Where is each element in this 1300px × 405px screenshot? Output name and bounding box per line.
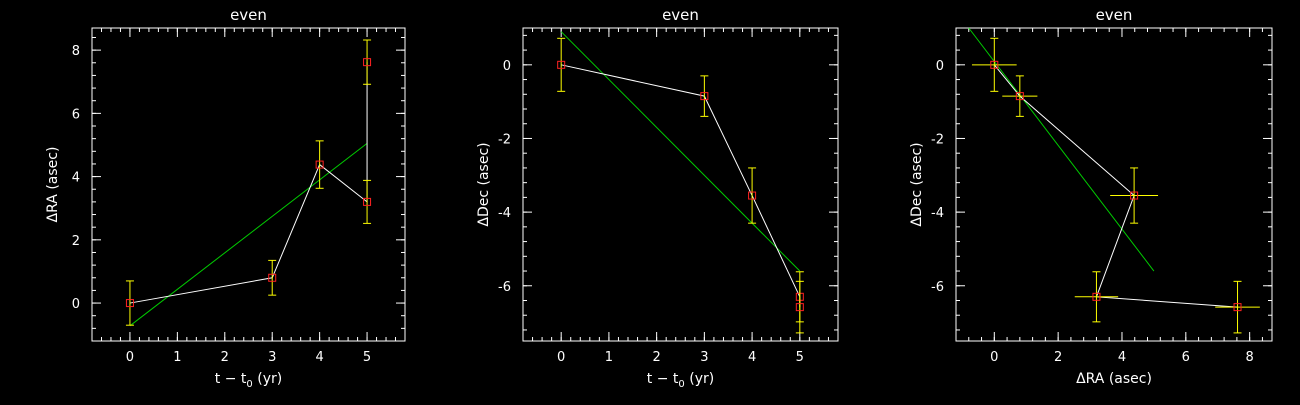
- chart-title: even: [662, 6, 699, 24]
- chart-title: even: [1096, 6, 1133, 24]
- fit-line: [129, 143, 368, 327]
- panel-3: 0 2 4 6 8 0 -2 -4 -6 even ΔRA (asec) ΔDec (asec): [909, 6, 1273, 387]
- data-point: [1092, 292, 1101, 301]
- x-tick-label: 2: [652, 350, 660, 365]
- x-tick-label: 4: [1118, 350, 1126, 365]
- data-point: [363, 58, 372, 67]
- x-tick-label: 6: [1182, 350, 1190, 365]
- x-axis-label-unit: (yr): [253, 371, 282, 387]
- data-point: [990, 60, 999, 69]
- y-tick-label: 0: [72, 297, 80, 312]
- x-tick-label: 8: [1246, 350, 1254, 365]
- x-tick-label: 0: [557, 350, 565, 365]
- y-axis-label: ΔDec (asec): [909, 142, 925, 226]
- y-tick-label: 6: [72, 107, 80, 122]
- x-axis-label-main: t − t: [215, 371, 247, 387]
- data-point: [268, 273, 277, 282]
- data-point: [1015, 92, 1024, 101]
- fit-line: [968, 27, 1155, 272]
- y-tick-label: -6: [931, 280, 944, 295]
- axes-box: [91, 27, 406, 342]
- x-axis-label-sub: 0: [678, 379, 684, 390]
- y-axis-label: ΔRA (asec): [45, 147, 61, 223]
- y-tick-label: -2: [931, 132, 944, 147]
- data-line: [129, 62, 368, 304]
- data-point: [795, 303, 804, 312]
- data-point: [363, 197, 372, 206]
- data-point: [557, 60, 566, 69]
- y-tick-label: 0: [503, 59, 511, 74]
- data-point: [748, 191, 757, 200]
- y-axis-label: ΔDec (asec): [476, 142, 492, 226]
- axes-box: [955, 27, 1273, 342]
- y-tick-label: 2: [72, 234, 80, 249]
- x-tick-label: 3: [700, 350, 708, 365]
- data-point: [315, 160, 324, 169]
- y-tick-label: -4: [931, 206, 944, 221]
- y-tick-label: 8: [72, 44, 80, 59]
- x-tick-label: 2: [221, 350, 229, 365]
- data-line: [561, 64, 801, 308]
- x-tick-label: 5: [363, 350, 371, 365]
- x-axis-label-main: t − t: [647, 371, 679, 387]
- data-point: [1233, 303, 1242, 312]
- y-tick-label: 4: [72, 171, 80, 186]
- x-tick-label: 0: [990, 350, 998, 365]
- y-tick-label: -6: [498, 280, 511, 295]
- data-line: [993, 64, 1238, 308]
- x-tick-label: 2: [1054, 350, 1062, 365]
- y-tick-label: -4: [498, 206, 511, 221]
- x-axis-label-unit: (yr): [685, 371, 714, 387]
- x-tick-label: 3: [268, 350, 276, 365]
- x-tick-label: 4: [315, 350, 323, 365]
- data-point: [125, 299, 134, 308]
- chart-title: even: [230, 6, 267, 24]
- x-axis-label: t − t0 (yr): [647, 371, 714, 390]
- fit-line: [560, 31, 801, 272]
- x-tick-label: 0: [126, 350, 134, 365]
- axes-box: [522, 27, 839, 342]
- data-point: [1130, 191, 1139, 200]
- x-axis-label: t − t0 (yr): [215, 371, 282, 390]
- data-point: [700, 92, 709, 101]
- x-axis-label-main: ΔRA (asec): [1076, 371, 1152, 387]
- y-tick-label: -2: [498, 132, 511, 147]
- x-tick-label: 1: [605, 350, 613, 365]
- x-axis-label-sub: 0: [246, 379, 252, 390]
- y-tick-label: 0: [936, 59, 944, 74]
- x-tick-label: 4: [748, 350, 756, 365]
- x-tick-label: 1: [173, 350, 181, 365]
- x-tick-label: 5: [796, 350, 804, 365]
- x-axis-label: ΔRA (asec): [1076, 371, 1152, 387]
